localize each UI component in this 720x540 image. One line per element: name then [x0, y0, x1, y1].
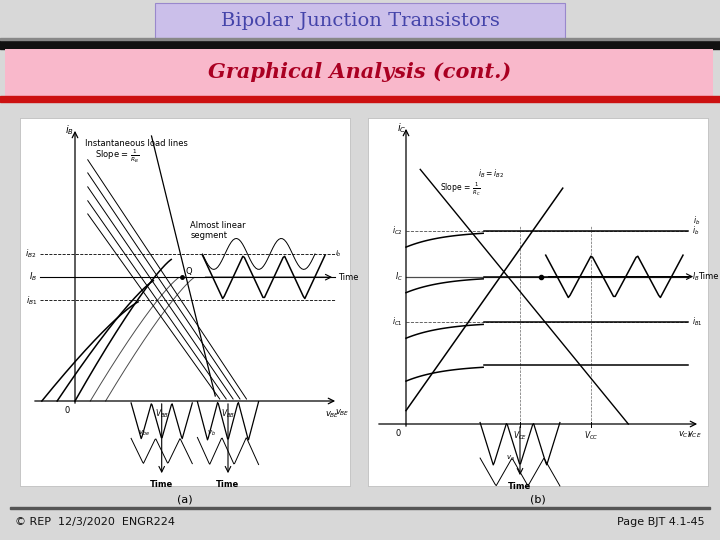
Text: $I_B$: $I_B$ [692, 271, 700, 283]
Text: $V_{CE}$: $V_{CE}$ [513, 429, 527, 442]
Text: © REP  12/3/2020  ENGR224: © REP 12/3/2020 ENGR224 [15, 517, 175, 527]
Text: $I_B$: $I_B$ [29, 271, 37, 284]
Text: $i_{C1}$: $i_{C1}$ [392, 316, 403, 328]
Text: $i_{C2}$: $i_{C2}$ [392, 225, 403, 237]
Text: $I_C$: $I_C$ [395, 271, 403, 283]
Bar [0, 102, 720, 502]
Text: $i_b$: $i_b$ [692, 225, 699, 237]
Text: $i_{B1}$: $i_{B1}$ [25, 294, 37, 307]
Text: $V_{BB}$: $V_{BB}$ [155, 407, 168, 420]
Text: (a): (a) [177, 494, 193, 504]
Text: $V_{BB}$: $V_{BB}$ [221, 407, 235, 420]
Text: Time: Time [150, 480, 174, 489]
Text: Bipolar Junction Transistors: Bipolar Junction Transistors [220, 12, 500, 30]
Text: Time: Time [698, 272, 719, 281]
Text: (b): (b) [530, 494, 546, 504]
Text: 0: 0 [65, 406, 70, 415]
Text: $v_o$: $v_o$ [506, 454, 515, 463]
Text: $v_{be}$: $v_{be}$ [138, 428, 150, 437]
Text: $v_{BE}$: $v_{BE}$ [335, 407, 349, 417]
Text: $i_b$: $i_b$ [335, 249, 342, 259]
Text: $v_{BE}$: $v_{BE}$ [325, 409, 340, 420]
Text: Time: Time [217, 480, 240, 489]
Text: $i_{B2}$: $i_{B2}$ [25, 248, 37, 260]
Text: $v_b$: $v_b$ [207, 428, 216, 437]
Text: Instantaneous load lines: Instantaneous load lines [85, 139, 188, 148]
Bar [0, 38, 720, 40]
Text: $V_{CC}$: $V_{CC}$ [584, 429, 598, 442]
Text: $i_b$: $i_b$ [693, 214, 701, 227]
Bar [155, 3, 565, 40]
Text: $i_B = i_{B2}$: $i_B = i_{B2}$ [479, 167, 505, 180]
Text: $i_C$: $i_C$ [397, 121, 407, 135]
Text: Slope = $\frac{1}{R_C}$: Slope = $\frac{1}{R_C}$ [440, 180, 481, 198]
Text: Graphical Analysis (cont.): Graphical Analysis (cont.) [208, 62, 512, 82]
Text: Q: Q [185, 267, 192, 276]
Text: Time: Time [508, 482, 531, 491]
Bar [0, 96, 720, 102]
Text: $i_B$: $i_B$ [65, 123, 73, 137]
Text: Page BJT 4.1-45: Page BJT 4.1-45 [617, 517, 705, 527]
Bar [5, 49, 713, 96]
Bar [368, 118, 708, 486]
Bar [0, 40, 720, 49]
Text: $v_{CE}$: $v_{CE}$ [678, 429, 693, 440]
Bar [20, 118, 350, 486]
Text: 0: 0 [396, 429, 401, 438]
Text: $i_{B1}$: $i_{B1}$ [692, 316, 703, 328]
Text: $v_{CE}$: $v_{CE}$ [688, 430, 702, 441]
Text: Slope = $\frac{1}{R_B}$: Slope = $\frac{1}{R_B}$ [95, 147, 140, 165]
Text: Almost linear
segment: Almost linear segment [190, 221, 246, 240]
Bar [10, 507, 710, 509]
Text: Time: Time [338, 273, 359, 282]
